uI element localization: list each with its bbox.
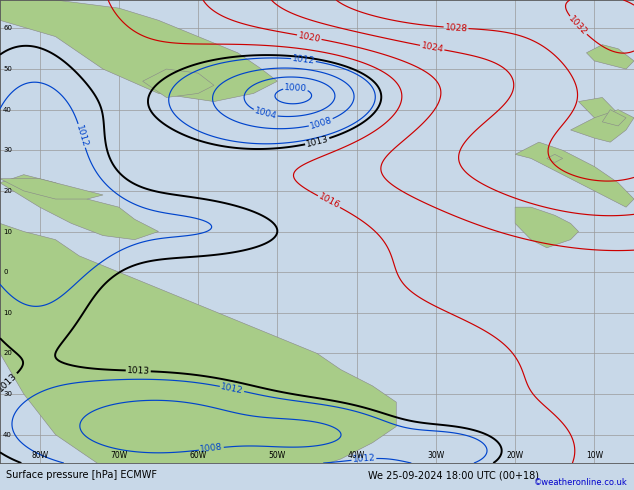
Text: 1013: 1013 xyxy=(127,366,150,376)
Polygon shape xyxy=(602,110,626,126)
Text: Surface pressure [hPa] ECMWF: Surface pressure [hPa] ECMWF xyxy=(6,470,157,480)
Text: 20: 20 xyxy=(3,350,12,356)
Text: 40W: 40W xyxy=(348,451,365,460)
Polygon shape xyxy=(515,207,578,248)
Polygon shape xyxy=(547,154,563,163)
Text: ©weatheronline.co.uk: ©weatheronline.co.uk xyxy=(534,478,628,487)
Text: 30: 30 xyxy=(3,147,12,153)
Text: 1013: 1013 xyxy=(0,371,20,393)
Text: 1000: 1000 xyxy=(284,83,307,93)
Text: 30: 30 xyxy=(3,391,12,397)
Text: 1012: 1012 xyxy=(292,54,315,66)
Text: 1012: 1012 xyxy=(352,454,375,465)
Polygon shape xyxy=(578,98,626,126)
Text: 1012: 1012 xyxy=(74,123,89,148)
Text: 60: 60 xyxy=(3,25,12,31)
Text: 1012: 1012 xyxy=(220,382,244,395)
Text: 50W: 50W xyxy=(269,451,286,460)
Polygon shape xyxy=(143,69,214,98)
Polygon shape xyxy=(0,0,277,101)
Text: 0: 0 xyxy=(3,269,8,275)
Text: 1008: 1008 xyxy=(200,443,223,454)
Polygon shape xyxy=(586,45,634,69)
Polygon shape xyxy=(515,142,634,207)
Text: 1024: 1024 xyxy=(420,41,444,54)
Text: 1028: 1028 xyxy=(444,23,468,33)
Polygon shape xyxy=(571,110,634,142)
Text: 40: 40 xyxy=(3,107,12,113)
Text: 70W: 70W xyxy=(110,451,127,460)
Text: 40: 40 xyxy=(3,432,12,438)
Polygon shape xyxy=(0,179,103,199)
Text: 1008: 1008 xyxy=(309,115,333,131)
Text: 1016: 1016 xyxy=(316,192,341,211)
Text: 50: 50 xyxy=(3,66,12,72)
Text: 10: 10 xyxy=(3,228,12,235)
Text: We 25-09-2024 18:00 UTC (00+18): We 25-09-2024 18:00 UTC (00+18) xyxy=(368,470,539,480)
Text: 1032: 1032 xyxy=(567,14,589,37)
Polygon shape xyxy=(0,174,158,240)
Text: 1020: 1020 xyxy=(297,31,321,44)
Text: 20W: 20W xyxy=(507,451,524,460)
Text: 30W: 30W xyxy=(427,451,444,460)
Polygon shape xyxy=(0,223,396,490)
Polygon shape xyxy=(183,475,214,483)
Text: 10: 10 xyxy=(3,310,12,316)
Text: 1004: 1004 xyxy=(253,106,278,121)
Text: 10W: 10W xyxy=(586,451,603,460)
Text: 60W: 60W xyxy=(190,451,207,460)
Text: 20: 20 xyxy=(3,188,12,194)
Text: 80W: 80W xyxy=(31,451,48,460)
Text: 1013: 1013 xyxy=(305,134,330,149)
